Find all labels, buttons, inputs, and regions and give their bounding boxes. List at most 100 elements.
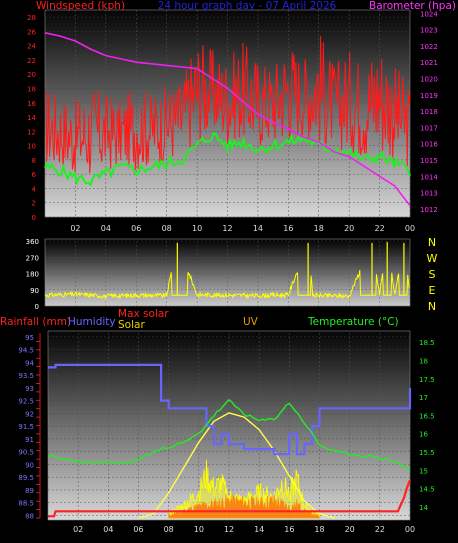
wind-axis-title: Windspeed (kph)	[36, 0, 125, 12]
compass-label-n-bottom: N	[428, 300, 436, 313]
humidity-y-tick-label: 91	[25, 436, 34, 444]
humidity-y-tick-label: 90.5	[18, 449, 34, 457]
baro-axis-title: Barometer (hpa)	[369, 0, 456, 12]
temperature-y-tick-label: 16	[419, 431, 428, 439]
baro-y-tick-label: 1019	[420, 92, 438, 100]
rain-x-tick-label: 16	[284, 525, 294, 534]
humidity-y-tick-label: 89.5	[18, 474, 34, 482]
baro-y-tick-label: 1015	[420, 157, 438, 165]
rain-ticks: 02 04 06 08 10 12 14 16 18 20 22 00 88 88.5 89 89.5 90 90…	[18, 333, 435, 534]
wind-x-tick-label: 00	[405, 224, 415, 233]
wind-gust-bars	[44, 35, 411, 175]
humidity-line	[48, 363, 412, 456]
rain-series	[47, 363, 412, 519]
temperature-y-tick-label: 17	[419, 394, 428, 402]
humidity-y-tick-label: 89	[25, 487, 34, 495]
baro-y-tick-label: 1022	[420, 43, 438, 51]
baro-y-tick-label: 1013	[420, 190, 438, 198]
temperature-axis-title: Temperature (°C)	[307, 316, 399, 328]
direction-y-tick-label: 270	[26, 254, 39, 262]
solar-legend: Solar	[118, 319, 145, 331]
direction-ticks: 0 90 180 270 360	[26, 238, 39, 311]
rain-x-tick-label: 10	[194, 525, 204, 534]
rain-x-tick-label: 04	[103, 525, 113, 534]
compass-label-s: S	[429, 268, 436, 281]
barometer-line	[44, 32, 411, 207]
direction-line	[44, 270, 410, 300]
wind-x-tick-label: 06	[131, 224, 141, 233]
temperature-line	[47, 398, 411, 471]
rain-x-tick-label: 22	[375, 525, 385, 534]
rain-x-tick-label: 08	[164, 525, 174, 534]
wind-gust-line	[44, 35, 411, 175]
rain-x-tick-label: 06	[133, 525, 143, 534]
humidity-y-tick-label: 91.5	[18, 423, 34, 431]
wind-x-tick-label: 12	[222, 224, 232, 233]
humidity-y-tick-label: 88	[25, 512, 34, 520]
wind-baro-panel: 02 04 06 08 10 12 14 16 18 20 22 000246810121416182…	[27, 0, 456, 233]
wind-y-tick-label: 6	[32, 171, 37, 179]
compass-label-w: W	[427, 252, 438, 265]
wind-y-tick-label: 12	[27, 128, 36, 136]
wind-avg-line	[44, 131, 411, 187]
humidity-y-tick-label: 95	[25, 334, 34, 342]
rainfall-axis-title: Rainfall (mm)	[0, 316, 71, 328]
humidity-y-tick-label: 93	[25, 385, 34, 393]
direction-y-tick-label: 90	[30, 287, 39, 295]
compass-label-n-top: N	[428, 236, 436, 249]
baro-y-tick-label: 1014	[420, 173, 438, 181]
humidity-y-tick-label: 92.5	[18, 398, 34, 406]
humidity-axis-title: Humidity	[68, 316, 116, 328]
wind-y-tick-label: 8	[32, 157, 36, 165]
humidity-y-tick-label: 94	[25, 359, 34, 367]
temperature-y-tick-label: 16.5	[419, 412, 435, 420]
baro-y-tick-label: 1016	[420, 141, 438, 149]
rain-x-tick-label: 14	[254, 525, 264, 534]
wind-x-tick-label: 22	[374, 224, 384, 233]
baro-y-tick-label: 1021	[420, 59, 438, 67]
direction-grid	[45, 240, 411, 307]
temperature-y-tick-label: 15	[419, 467, 428, 475]
direction-panel: 0 90 180 270 360 N W S E N	[26, 236, 438, 313]
humidity-y-tick-label: 92	[25, 410, 34, 418]
temperature-y-tick-label: 15.5	[419, 449, 435, 457]
wind-x-tick-label: 18	[314, 224, 324, 233]
wind-x-tick-label: 20	[344, 224, 354, 233]
rain-x-tick-label: 20	[345, 525, 355, 534]
baro-y-tick-label: 1024	[420, 10, 438, 18]
wind-y-tick-label: 10	[27, 143, 36, 151]
wind-x-tick-label: 14	[253, 224, 263, 233]
rain-x-tick-label: 18	[314, 525, 324, 534]
temperature-y-tick-label: 14.5	[419, 486, 435, 494]
wind-y-tick-label: 28	[27, 14, 36, 22]
chart-title: 24 hour graph day - 07 April 2026	[158, 0, 337, 12]
wind-y-tick-label: 14	[27, 114, 36, 122]
humidity-y-tick-label: 93.5	[18, 372, 34, 380]
humidity-y-tick-label: 88.5	[18, 500, 34, 508]
wind-series	[44, 32, 411, 207]
wind-x-tick-label: 16	[283, 224, 293, 233]
rain-x-tick-label: 12	[224, 525, 234, 534]
wind-ticks: 02 04 06 08 10 12 14 16 18 20 22 000246810121416182…	[27, 10, 438, 233]
uv-legend: UV	[243, 316, 259, 328]
rain-x-tick-label: 00	[405, 525, 415, 534]
rainfall-line	[48, 479, 412, 518]
wind-x-tick-label: 02	[70, 224, 80, 233]
wind-y-tick-label: 16	[27, 100, 36, 108]
wind-x-tick-label: 04	[101, 224, 111, 233]
maxsolar-curve	[138, 412, 335, 519]
direction-y-tick-label: 0	[35, 303, 39, 311]
wind-y-tick-label: 18	[27, 86, 36, 94]
direction-y-tick-label: 180	[26, 271, 39, 279]
wind-y-tick-label: 0	[32, 214, 36, 222]
wind-y-tick-label: 4	[32, 185, 37, 193]
baro-y-tick-label: 1012	[420, 206, 438, 214]
wind-y-tick-label: 22	[27, 57, 36, 65]
wind-y-tick-label: 26	[27, 28, 36, 36]
baro-y-tick-label: 1020	[420, 75, 438, 83]
wind-x-tick-label: 10	[192, 224, 202, 233]
wind-y-tick-label: 24	[27, 43, 36, 51]
humidity-y-tick-label: 94.5	[18, 347, 34, 355]
baro-y-tick-label: 1018	[420, 108, 438, 116]
